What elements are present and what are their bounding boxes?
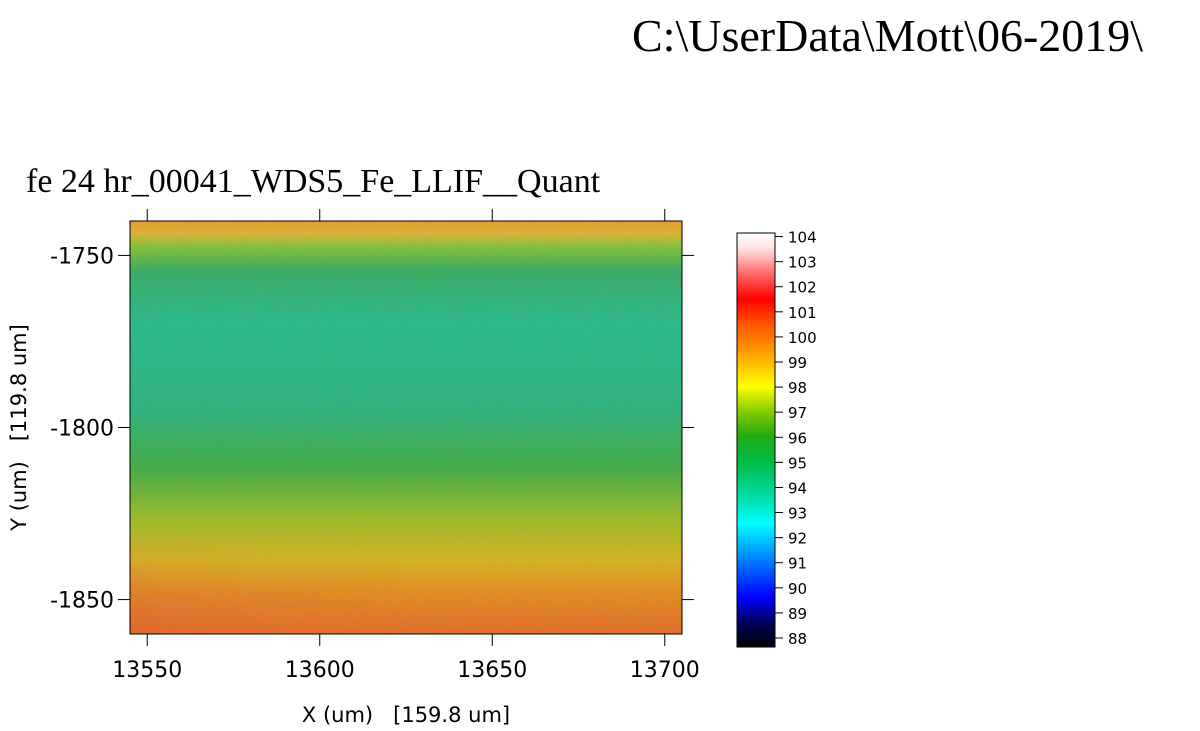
chart-title: fe 24 hr_00041_WDS5_Fe_LLIF__Quant [26,163,601,200]
colorbar-tick-label: 89 [788,605,807,623]
colorbar: 104 103 102 101 100 99 98 97 96 95 94 93 92 91 90 89 88 [736,229,817,648]
colorbar-tick-label: 103 [788,254,817,272]
y-axis-label: Y (um) [119.8 um] [7,324,31,532]
x-tick-label: 13550 [112,658,182,683]
file-path-title: C:\UserData\Mott\06-2019\ [632,10,1144,61]
axes: 13550 13600 13650 13700 -1750 -1800 -1850 X (um… [7,209,700,727]
colorbar-tick-label: 98 [788,379,807,397]
colorbar-tick-label: 95 [788,454,807,472]
colorbar-tick-label: 96 [788,429,807,447]
x-tick-label: 13600 [285,658,355,683]
colorbar-tick-label: 100 [788,329,817,347]
colorbar-tick-label: 94 [788,479,807,497]
y-tick-label: -1750 [50,244,114,269]
y-tick-label: -1800 [50,417,114,442]
x-axis-label: X (um) [159.8 um] [302,703,510,727]
colorbar-tick-label: 102 [788,279,817,297]
heatmap-plot-area [130,221,682,634]
colorbar-tick-label: 97 [788,404,807,422]
colorbar-tick-label: 93 [788,505,807,523]
colorbar-tick-label: 92 [788,530,807,548]
y-tick-label: -1850 [50,589,114,614]
colorbar-tick-label: 88 [788,630,807,648]
x-tick-label: 13650 [457,658,527,683]
heatmap-noise [130,221,682,634]
colorbar-tick-label: 90 [788,580,807,598]
colorbar-tick-label: 99 [788,354,807,372]
colorbar-tick-label: 91 [788,555,807,573]
colorbar-tick-label: 104 [788,229,817,247]
x-tick-label: 13700 [630,658,700,683]
colorbar-tick-label: 101 [788,304,817,322]
colorbar-scale [736,232,776,648]
